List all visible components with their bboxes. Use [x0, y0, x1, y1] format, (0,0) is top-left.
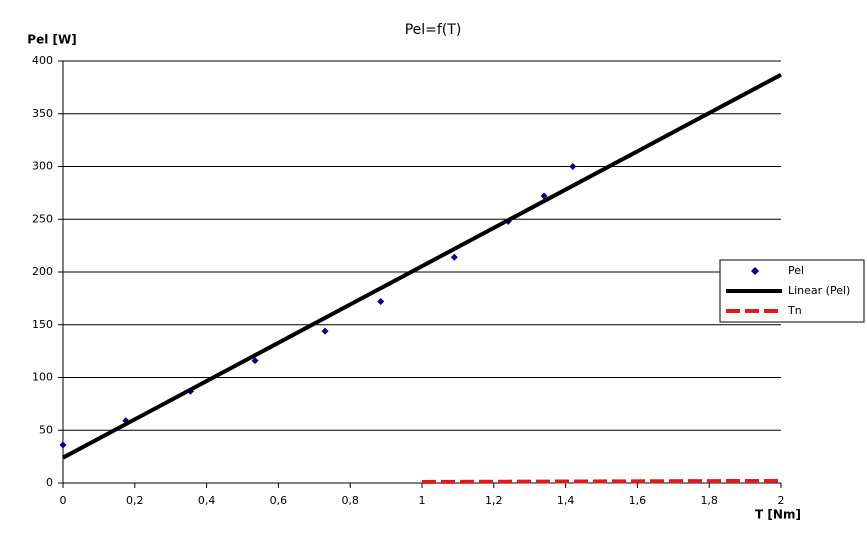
- y-tick-label: 200: [32, 265, 53, 278]
- y-tick-label: 100: [32, 371, 53, 384]
- data-point: [251, 357, 259, 365]
- x-tick-label: 0,6: [270, 494, 288, 507]
- x-tick-label: 0: [60, 494, 67, 507]
- y-axis-label: Pel [W]: [27, 33, 76, 47]
- x-tick-label: 2: [778, 494, 785, 507]
- trend-line: [62, 72, 782, 460]
- legend-label: Tn: [787, 304, 802, 317]
- x-tick-label: 1,6: [629, 494, 647, 507]
- y-tick-label: 150: [32, 318, 53, 331]
- x-tick-label: 1,2: [485, 494, 503, 507]
- y-tick-label: 250: [32, 212, 53, 225]
- data-point: [59, 441, 67, 449]
- y-tick-label: 400: [32, 54, 53, 67]
- x-tick-label: 1,4: [557, 494, 575, 507]
- data-point: [569, 163, 577, 170]
- x-tick-label: 0,8: [341, 494, 359, 507]
- x-tick-label: 1: [419, 494, 426, 507]
- data-point: [377, 298, 385, 306]
- legend-label: Linear (Pel): [788, 284, 850, 297]
- x-tick-label: 0,4: [198, 494, 216, 507]
- data-point: [540, 192, 548, 200]
- chart-title: Pel=f(T): [405, 22, 462, 38]
- y-tick-label: 50: [39, 423, 53, 436]
- legend-label: Pel: [788, 264, 804, 277]
- dashed-line: [421, 478, 782, 484]
- x-axis-label: T [Nm]: [755, 508, 801, 522]
- legend-marker: [751, 267, 759, 275]
- x-tick-label: 1,8: [700, 494, 718, 507]
- y-tick-label: 300: [32, 160, 53, 173]
- data-point: [321, 327, 329, 335]
- y-tick-label: 350: [32, 107, 53, 120]
- data-point: [450, 253, 458, 261]
- x-tick-label: 0,2: [126, 494, 144, 507]
- y-tick-label: 0: [46, 476, 53, 489]
